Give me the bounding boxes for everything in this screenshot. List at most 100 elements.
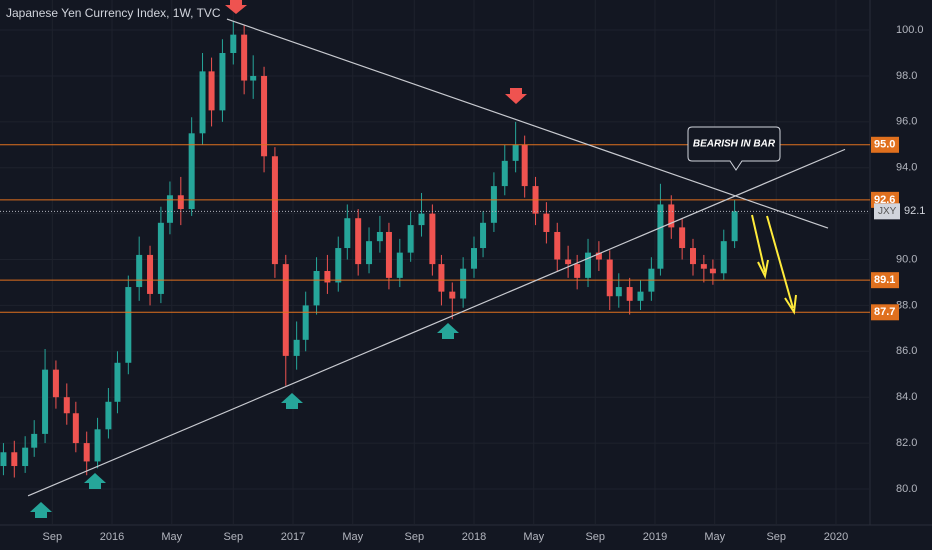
candle-body — [626, 287, 633, 301]
level-label-box — [871, 272, 899, 289]
candle-body — [595, 252, 602, 260]
y-tick-label: 98.0 — [896, 70, 917, 82]
y-tick-label: 94.0 — [896, 162, 917, 174]
green-arrow — [30, 502, 52, 518]
x-tick-label: 2019 — [643, 531, 667, 543]
candle-body — [396, 252, 403, 278]
callout-box — [687, 126, 781, 171]
yellow-arrow-head — [757, 259, 769, 280]
x-tick-label: May — [704, 531, 725, 543]
x-tick-label: May — [523, 531, 544, 543]
candle-body — [208, 71, 215, 111]
last-price-box — [900, 203, 932, 220]
yellow-arrow — [751, 214, 766, 273]
candle-body — [460, 268, 467, 299]
candle-body — [188, 133, 195, 210]
candle-body — [554, 231, 561, 260]
candle-body — [166, 195, 173, 223]
candle-body — [366, 241, 373, 265]
red-arrow — [225, 0, 247, 14]
candle-body — [720, 241, 727, 274]
candle-body — [668, 204, 675, 228]
ticker-label: JXY — [878, 206, 897, 217]
candle-body — [147, 254, 154, 294]
candle-body — [429, 213, 436, 265]
candle-body — [689, 248, 696, 265]
candle-body — [199, 71, 206, 134]
candle-body — [438, 264, 445, 292]
candle-body — [31, 433, 38, 448]
x-tick-label: Sep — [43, 531, 63, 543]
candle-body — [585, 252, 592, 278]
candle-body — [42, 369, 49, 434]
y-tick-label: 82.0 — [896, 437, 917, 449]
candle-body — [241, 34, 248, 81]
candle-body — [177, 195, 184, 210]
candle-body — [22, 447, 29, 467]
candle-body — [105, 401, 112, 430]
level-label: 89.1 — [874, 274, 895, 286]
grid — [0, 0, 870, 525]
yellow-arrow — [766, 215, 794, 309]
x-tick-label: Sep — [224, 531, 244, 543]
candle-body — [219, 53, 226, 111]
candle-body — [114, 362, 121, 402]
ticker-box — [874, 203, 900, 220]
level-label-box — [871, 136, 899, 153]
candle-body — [313, 270, 320, 306]
candle-body — [293, 339, 300, 356]
x-tick-label: 2018 — [462, 531, 486, 543]
candle-body — [471, 248, 478, 269]
candle-body — [521, 144, 528, 187]
x-tick-label: 2017 — [281, 531, 305, 543]
candle-body — [731, 211, 738, 242]
candle-body — [52, 369, 59, 398]
level-label: 92.6 — [874, 194, 895, 206]
candle-body — [94, 429, 101, 462]
candle-body — [637, 291, 644, 301]
x-tick-label: Sep — [404, 531, 424, 543]
y-tick-label: 90.0 — [896, 253, 917, 265]
overlays — [0, 18, 870, 497]
candle-body — [230, 34, 237, 54]
candle-body — [418, 213, 425, 226]
callout: BEARISH IN BAR — [687, 126, 781, 171]
candle-body — [449, 291, 456, 299]
trend-line — [27, 148, 846, 497]
candle-body — [335, 248, 342, 283]
y-tick-label: 80.0 — [896, 483, 917, 495]
candle-body — [657, 204, 664, 269]
candle-body — [250, 75, 257, 81]
candle-body — [501, 160, 508, 187]
candle-body — [480, 222, 487, 249]
candle-body — [709, 268, 716, 274]
candle-body — [83, 443, 90, 462]
candle-body — [615, 287, 622, 297]
candle-body — [385, 231, 392, 278]
callout-text: BEARISH IN BAR — [693, 139, 776, 150]
candle-body — [63, 397, 70, 414]
candle-body — [700, 264, 707, 269]
last-price-label: 92.1 — [904, 205, 925, 217]
candle-body — [574, 264, 581, 278]
candle-body — [157, 222, 164, 294]
x-tick-label: May — [342, 531, 363, 543]
red-arrow — [505, 88, 527, 104]
candle-body — [355, 218, 362, 265]
candle-body — [543, 213, 550, 232]
candle-body — [136, 254, 143, 288]
y-tick-label: 100.0 — [896, 24, 924, 36]
candle-body — [302, 305, 309, 340]
candle-body — [125, 287, 132, 363]
green-arrow — [437, 323, 459, 339]
candle-body — [407, 225, 414, 253]
y-tick-label: 88.0 — [896, 299, 917, 311]
x-tick-label: May — [161, 531, 182, 543]
level-label: 95.0 — [874, 139, 895, 151]
x-tick-label: 2020 — [824, 531, 848, 543]
candle-body — [324, 270, 331, 283]
green-arrow — [84, 473, 106, 489]
candle-body — [72, 413, 79, 444]
